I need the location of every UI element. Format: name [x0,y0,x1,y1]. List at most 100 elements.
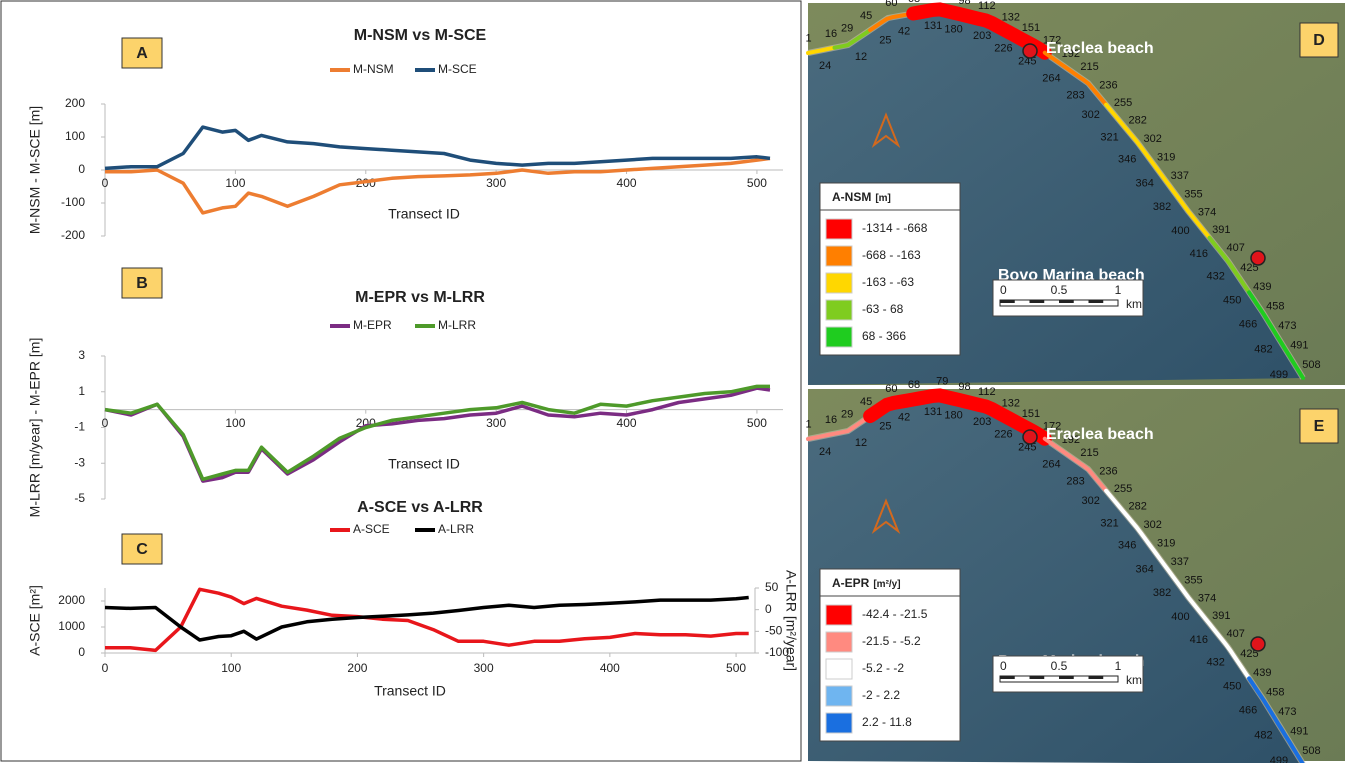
y-tick-label: 100 [65,129,85,143]
beach-label: Eraclea beach [1046,40,1154,57]
x-tick-label: 200 [347,661,367,675]
y2-tick-label: 50 [765,580,779,594]
transect-label: 282 [1129,115,1147,127]
x-axis-title: Transect ID [388,456,460,472]
legend-label: -42.4 - -21.5 [862,607,928,621]
transect-label: 226 [994,428,1012,440]
x-tick-label: 100 [225,176,245,190]
series-line [105,587,749,653]
transect-label: 16 [825,414,837,426]
scale-seg [1029,300,1045,303]
coast-class [832,28,873,50]
transect-label: 458 [1266,686,1284,698]
legend-swatch [825,658,853,680]
transect-label: 151 [1022,408,1040,420]
legend-label: -668 - -163 [862,248,921,262]
scale-seg [1088,676,1104,679]
transect-label: 192 [1062,48,1080,60]
series-line [105,156,771,215]
scale-box [992,279,1144,317]
scale-label: 0 [1000,283,1007,297]
transect-label: 264 [1042,72,1060,84]
transect-label: 321 [1100,517,1118,529]
transect-label: 25 [879,420,891,432]
transect-label: 416 [1190,634,1208,646]
north-arrow [871,498,901,534]
legend-unit: [m²/y] [873,579,900,590]
transect-label: 42 [898,25,910,37]
transect-label: 215 [1080,61,1098,73]
x-tick-label: 300 [474,661,494,675]
transect-label: 16 [825,28,837,40]
coast-class [1247,290,1305,380]
x-tick-label: 400 [600,661,620,675]
y-tick-label: -200 [61,228,85,242]
legend-unit: [m] [875,193,891,204]
x-tick-label: 400 [617,176,637,190]
panel-box [1299,22,1339,58]
transect-label: 131 [924,20,942,32]
transect-label: 24 [819,446,831,458]
transect-label: 355 [1184,189,1202,201]
beach-marker [1250,250,1266,266]
x-tick-label: 500 [747,176,767,190]
transect-label: 255 [1114,483,1132,495]
transect-label: 302 [1143,133,1161,145]
y-tick-label: 3 [78,348,85,362]
transect-label: 364 [1135,563,1153,575]
legend-label: M-EPR [353,318,392,332]
scale-label: 0.5 [1051,283,1068,297]
y-tick-label: 2000 [58,593,85,607]
transect-label: 45 [860,10,872,22]
x-tick-label: 100 [221,661,241,675]
legend-label: A-LRR [438,522,474,536]
transect-label: 112 [978,0,996,12]
transect-label: 1 [805,33,811,45]
scale-unit: km [1126,297,1142,311]
transect-label: 337 [1171,170,1189,182]
transect-label: 364 [1135,177,1153,189]
coast-class [906,2,1052,60]
transect-label: 337 [1171,556,1189,568]
transect-label: 180 [944,23,962,35]
transect-label: 482 [1254,730,1272,742]
legend-label: M-SCE [438,62,477,76]
series-line [104,386,771,483]
scale-seg [1029,676,1045,679]
transect-label: 245 [1018,56,1036,68]
y-tick-label: 0 [78,645,85,659]
transect-label: 172 [1043,421,1061,433]
transect-label: 319 [1157,152,1175,164]
transect-label: 355 [1184,575,1202,587]
transect-label: 450 [1223,295,1241,307]
y2-tick-label: -50 [765,624,783,638]
transect-label: 98 [958,381,970,393]
transect-label: 42 [898,411,910,423]
x-tick-label: 400 [617,416,637,430]
transect-label: 192 [1062,434,1080,446]
transect-label: 12 [855,437,867,449]
legend-box [819,568,961,742]
transect-label: 282 [1129,501,1147,513]
scale-label: 0.5 [1051,659,1068,673]
transect-label: 203 [973,30,991,42]
coast-class [1042,50,1109,107]
transect-label: 79 [936,0,948,2]
x-tick-label: 0 [102,176,109,190]
x-tick-label: 100 [225,416,245,430]
legend-label: M-LRR [438,318,476,332]
transect-label: 1 [805,419,811,431]
map-panel: 1162945606879981121321511721922152362552… [805,0,1345,385]
y-tick-label: 200 [65,96,85,110]
transect-label: 374 [1198,206,1216,218]
transect-label: 321 [1100,131,1118,143]
legend-label: A-SCE [353,522,390,536]
legend-title-text: A-NSM [832,190,871,204]
panel-label: A [136,45,148,62]
transect-label: 482 [1254,344,1272,356]
transect-label: 439 [1253,667,1271,679]
series-line [104,125,771,171]
y-tick-label: 0 [78,162,85,176]
